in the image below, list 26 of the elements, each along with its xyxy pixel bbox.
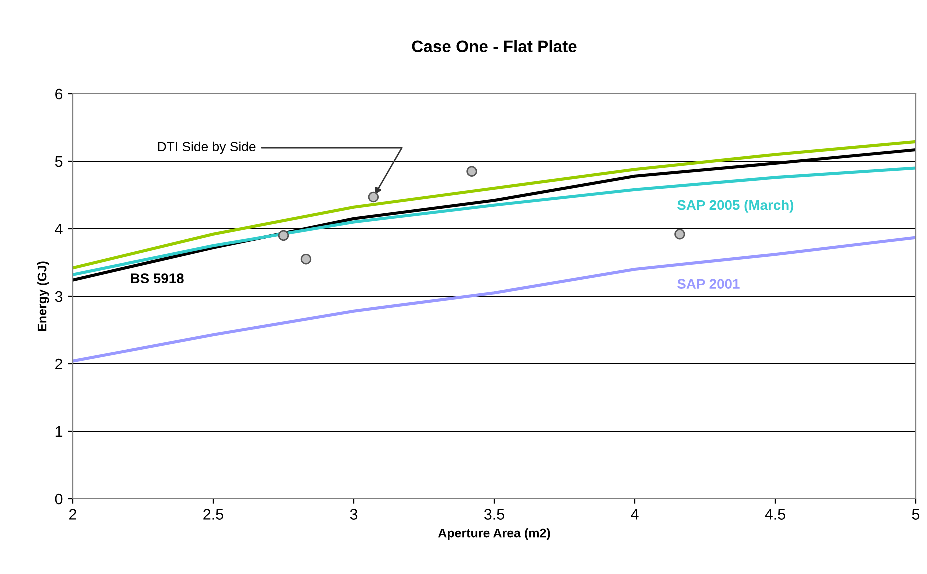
y-tick-label: 3 (55, 291, 63, 302)
x-tick-label: 2.5 (204, 509, 224, 520)
x-axis-title: Aperture Area (m2) (438, 528, 550, 540)
point (674, 229, 686, 240)
x-tick-label: 3 (350, 509, 358, 520)
y-tick-label: 6 (56, 88, 63, 100)
y-tick-label: 2 (56, 358, 63, 370)
y-tick-label: 5 (55, 156, 63, 168)
y-tick-label: 4 (55, 224, 63, 235)
x-tick-label: 2 (70, 509, 76, 520)
x-tick-label: 3.5 (484, 509, 504, 520)
x-tick-label: 4 (631, 509, 639, 520)
series-label: SAP 2001 (678, 279, 740, 290)
x-tick-label: 4.5 (765, 509, 786, 520)
annotation: DTI Side by Side (158, 142, 256, 154)
y-tick-label: 1 (56, 426, 63, 438)
series-label: BS 5918 (131, 274, 184, 284)
point (368, 192, 380, 203)
series-label: SAP 2005 (March) (678, 200, 794, 213)
y-tick-label: 0 (55, 494, 63, 505)
point (278, 230, 290, 242)
y-axis-title: Energy (GJ) (38, 262, 50, 332)
point (300, 254, 312, 265)
point (466, 166, 478, 177)
x-tick-label: 5 (912, 509, 920, 520)
chart-title: Case One - Flat Plate (412, 40, 577, 52)
